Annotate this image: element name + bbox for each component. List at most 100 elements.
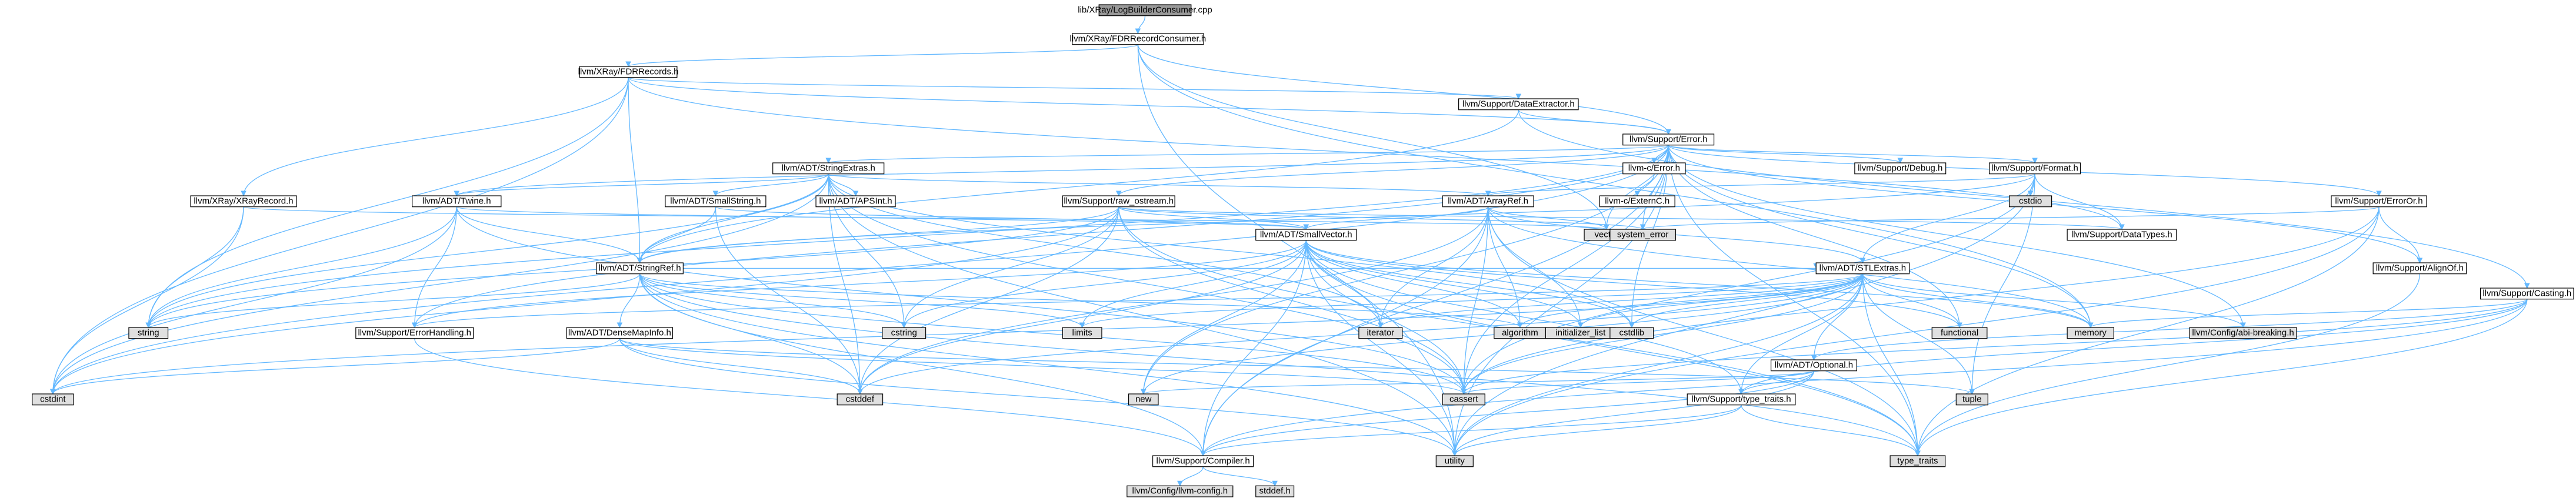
edge-line xyxy=(52,77,629,395)
node-box xyxy=(128,327,169,339)
edge-line xyxy=(639,273,905,328)
edge-line xyxy=(456,206,641,263)
edge-line xyxy=(2090,299,2528,328)
node-box xyxy=(566,327,673,339)
node-box xyxy=(1955,393,1988,406)
dependency-edge xyxy=(1634,173,1655,197)
node-typetraits[interactable]: llvm/Support/type_traits.h xyxy=(1687,393,1796,406)
node-format[interactable]: llvm/Support/Format.h xyxy=(1989,162,2081,175)
node-erroror[interactable]: llvm/Support/ErrorOr.h xyxy=(2331,195,2427,208)
node-box xyxy=(190,195,297,208)
node-box xyxy=(1062,327,1102,339)
node-smallvector[interactable]: llvm/ADT/SmallVector.h xyxy=(1255,229,1357,241)
node-twine[interactable]: llvm/ADT/Twine.h xyxy=(412,195,502,208)
edge-arrowhead xyxy=(901,322,907,329)
edge-arrowhead xyxy=(1177,480,1183,487)
node-label: cstddef xyxy=(846,394,875,404)
edge-line xyxy=(1487,206,1918,456)
dependency-edge xyxy=(901,240,1307,329)
node-label: llvm/Support/DataExtractor.h xyxy=(1462,99,1575,109)
edge-line xyxy=(456,206,1307,230)
node-casting[interactable]: llvm/Support/Casting.h xyxy=(2480,288,2574,300)
edge-arrowhead xyxy=(2032,158,2038,164)
dependency-edge xyxy=(1200,240,1307,457)
node-error[interactable]: llvm/Support/Error.h xyxy=(1622,133,1715,146)
node-compiler[interactable]: llvm/Support/Compiler.h xyxy=(1152,455,1254,467)
edge-arrowhead xyxy=(2524,283,2530,289)
node-externc[interactable]: llvm-c/ExternC.h xyxy=(1599,195,1675,208)
edge-arrowhead xyxy=(1461,389,1467,395)
node-datatypes[interactable]: llvm/Support/DataTypes.h xyxy=(2067,229,2177,241)
edge-line xyxy=(1917,206,2380,456)
edge-line xyxy=(1137,44,1455,456)
edge-arrowhead xyxy=(1969,389,1975,395)
node-box xyxy=(2009,195,2052,208)
node-label: llvm/Support/Debug.h xyxy=(1858,163,1942,173)
node-densemapinfo[interactable]: llvm/ADT/DenseMapInfo.h xyxy=(566,327,673,339)
dependency-edge xyxy=(636,173,829,264)
dependency-edge xyxy=(1811,273,1864,361)
edge-line xyxy=(1118,206,1307,230)
nodes-layer: lib/XRay/LogBuilderConsumer.cpp llvm/XRay… xyxy=(32,4,2574,497)
edge-line xyxy=(1305,240,1521,328)
node-box xyxy=(2331,195,2427,208)
edge-line xyxy=(52,206,457,395)
node-fdrrc[interactable]: llvm/XRay/FDRRecordConsumer.h xyxy=(1069,33,1206,45)
node-box xyxy=(1770,359,1857,372)
dependency-edge xyxy=(639,273,1467,395)
node-errhandling[interactable]: llvm/Support/ErrorHandling.h xyxy=(355,327,474,339)
node-root[interactable]: lib/XRay/LogBuilderConsumer.cpp xyxy=(1078,4,1212,16)
node-optional[interactable]: llvm/ADT/Optional.h xyxy=(1770,359,1857,372)
node-fdrrecords[interactable]: llvm/XRay/FDRRecords.h xyxy=(578,66,679,78)
dependency-edge xyxy=(1137,44,1671,135)
edge-line xyxy=(1862,273,1960,328)
dependency-edge xyxy=(1738,370,1815,395)
node-label: lib/XRay/LogBuilderConsumer.cpp xyxy=(1078,5,1212,15)
edge-arrowhead xyxy=(1859,258,1866,264)
edge-line xyxy=(1305,240,1581,328)
edge-line xyxy=(1668,145,2091,328)
edge-line xyxy=(639,206,717,263)
node-cstddef: cstddef xyxy=(837,393,884,406)
node-box xyxy=(1072,33,1204,45)
node-xrayrec[interactable]: llvm/XRay/XRayRecord.h xyxy=(190,195,297,208)
node-box xyxy=(2067,229,2177,241)
node-box xyxy=(1609,327,1654,339)
edge-line xyxy=(828,145,1669,163)
node-arrayref[interactable]: llvm/ADT/ArrayRef.h xyxy=(1442,195,1534,208)
edge-line xyxy=(828,173,1455,456)
edge-line xyxy=(1137,44,2091,328)
node-stringref[interactable]: llvm/ADT/StringRef.h xyxy=(596,262,684,275)
dependency-edge xyxy=(1202,466,1278,487)
node-smallstr[interactable]: llvm/ADT/SmallString.h xyxy=(665,195,767,208)
dependency-edge xyxy=(1140,370,1815,395)
edge-line xyxy=(1668,145,1960,328)
node-debug[interactable]: llvm/Support/Debug.h xyxy=(1854,162,1947,175)
dependency-edge xyxy=(1668,145,1904,164)
edge-line xyxy=(1202,145,1669,456)
dependency-edge xyxy=(50,338,621,395)
edge-line xyxy=(1741,405,1918,456)
node-stlextras[interactable]: llvm/ADT/STLExtras.h xyxy=(1815,262,1910,275)
dependency-edge xyxy=(241,77,629,197)
edge-line xyxy=(1454,405,1742,456)
node-cerror[interactable]: llvm-c/Error.h xyxy=(1622,162,1686,175)
dependency-edge xyxy=(1305,240,1635,329)
edge-line xyxy=(1202,405,1742,456)
node-rawostream[interactable]: llvm/Support/raw_ostream.h xyxy=(1062,195,1175,208)
edge-line xyxy=(904,240,1307,328)
dependency-edge xyxy=(1668,145,2038,164)
node-apsint[interactable]: llvm/ADT/APSInt.h xyxy=(815,195,896,208)
edge-line xyxy=(1118,206,1464,395)
node-syserror: system_error xyxy=(1609,229,1677,241)
dependency-edge xyxy=(1115,145,1669,197)
edge-arrowhead xyxy=(1517,322,1523,329)
node-strext[interactable]: llvm/ADT/StringExtras.h xyxy=(772,162,885,175)
node-label: llvm/Support/Casting.h xyxy=(2482,288,2571,298)
node-dataext[interactable]: llvm/Support/DataExtractor.h xyxy=(1458,98,1579,111)
node-alignof[interactable]: llvm/Support/AlignOf.h xyxy=(2372,262,2467,275)
edge-arrowhead xyxy=(1738,389,1744,395)
edge-line xyxy=(1137,44,1669,135)
edge-line xyxy=(1081,240,1307,328)
edge-arrowhead xyxy=(145,322,152,329)
